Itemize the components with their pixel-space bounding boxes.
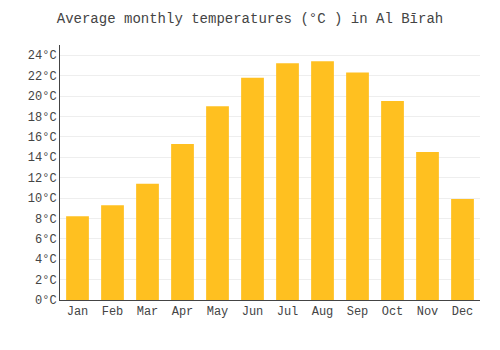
svg-text:Feb: Feb (102, 305, 124, 319)
svg-text:Nov: Nov (417, 305, 439, 319)
svg-text:Dec: Dec (452, 305, 474, 319)
svg-text:10°C: 10°C (28, 192, 57, 206)
svg-text:14°C: 14°C (28, 151, 57, 165)
svg-text:8°C: 8°C (35, 213, 57, 227)
svg-text:Jun: Jun (242, 305, 264, 319)
svg-text:0°C: 0°C (35, 294, 57, 308)
svg-text:Jan: Jan (67, 305, 89, 319)
svg-text:Apr: Apr (172, 305, 194, 319)
svg-text:16°C: 16°C (28, 131, 57, 145)
svg-text:Jul: Jul (277, 305, 299, 319)
svg-text:Oct: Oct (382, 305, 404, 319)
svg-text:May: May (207, 305, 229, 319)
svg-text:20°C: 20°C (28, 90, 57, 104)
svg-text:24°C: 24°C (28, 49, 57, 63)
svg-text:Average monthly temperatures (: Average monthly temperatures (°C ) in Al… (57, 11, 443, 27)
svg-text:18°C: 18°C (28, 111, 57, 125)
svg-text:2°C: 2°C (35, 274, 57, 288)
svg-text:22°C: 22°C (28, 70, 57, 84)
svg-text:12°C: 12°C (28, 172, 57, 186)
svg-text:4°C: 4°C (35, 253, 57, 267)
svg-text:6°C: 6°C (35, 233, 57, 247)
svg-text:Sep: Sep (347, 305, 369, 319)
svg-text:Mar: Mar (137, 305, 159, 319)
svg-text:Aug: Aug (312, 305, 334, 319)
